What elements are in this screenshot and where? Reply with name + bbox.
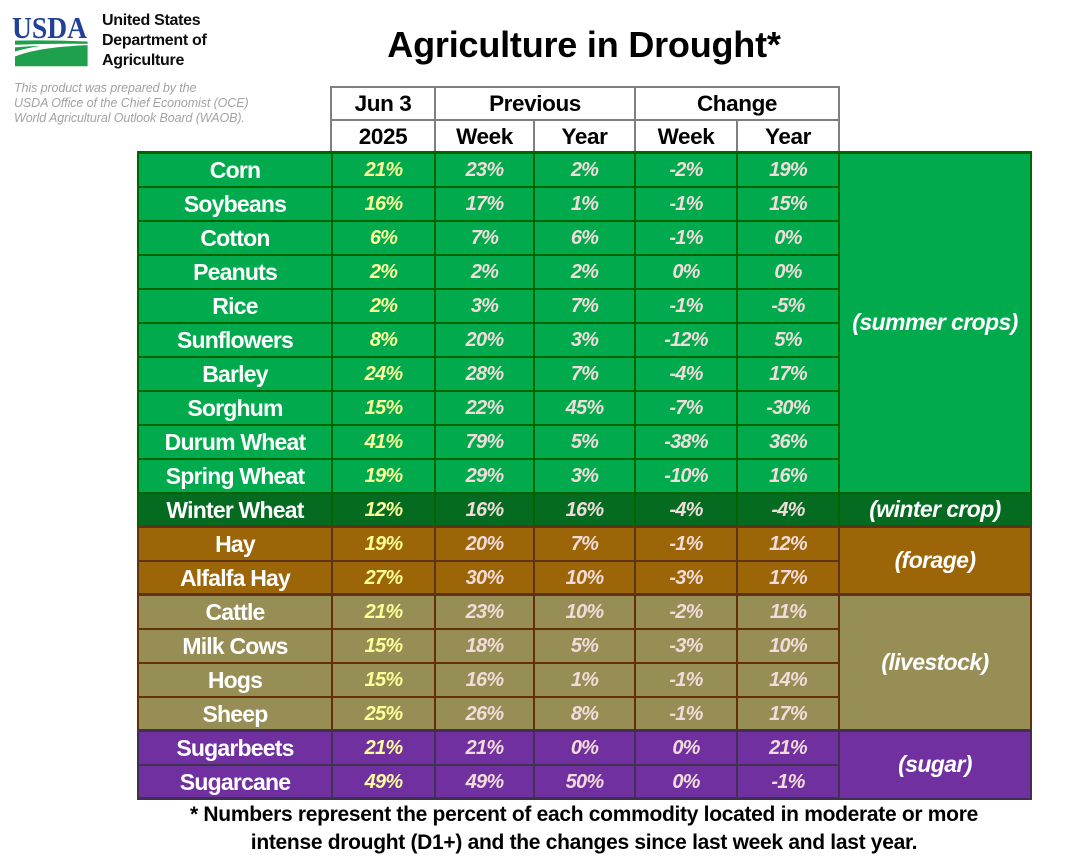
svg-text:USDA: USDA bbox=[12, 13, 88, 45]
